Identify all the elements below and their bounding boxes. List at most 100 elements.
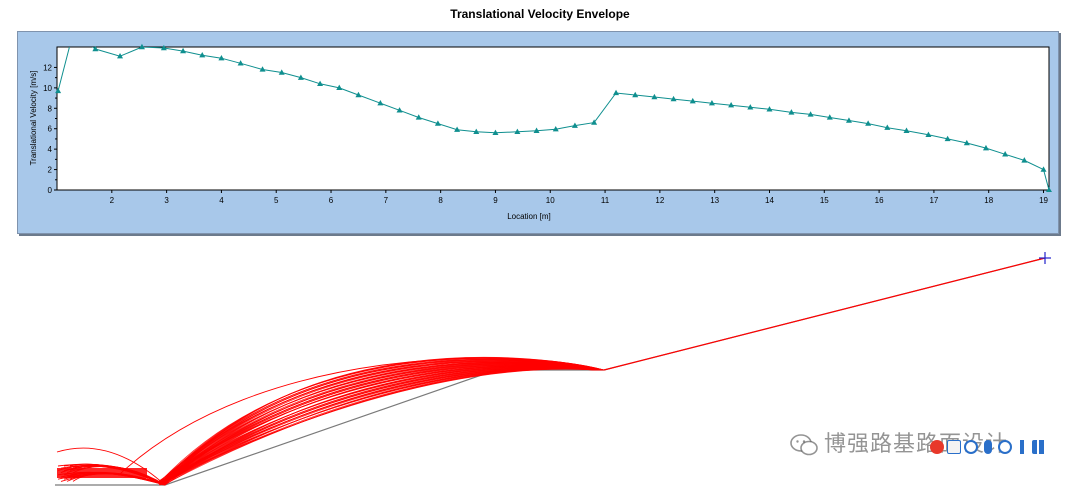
data-point xyxy=(807,111,814,117)
trajectory-path xyxy=(56,447,166,486)
x-tick-label: 4 xyxy=(219,196,224,205)
logo-icon[interactable] xyxy=(930,440,944,454)
y-tick-label: 6 xyxy=(48,125,53,134)
data-point xyxy=(533,127,540,133)
data-point xyxy=(591,119,598,125)
trajectory-path xyxy=(119,357,605,475)
trajectory-path xyxy=(162,363,601,483)
trajectory-path xyxy=(162,366,600,484)
x-axis-label: Location [m] xyxy=(507,212,551,221)
data-point xyxy=(355,91,362,98)
data-point xyxy=(1046,187,1052,192)
help-icon[interactable] xyxy=(964,440,978,454)
data-point xyxy=(514,128,521,134)
data-point xyxy=(434,120,441,126)
y-tick-label: 10 xyxy=(43,84,52,93)
y-tick-label: 4 xyxy=(48,145,53,154)
data-point xyxy=(766,106,773,112)
x-tick-label: 8 xyxy=(438,196,443,205)
data-point xyxy=(708,99,715,106)
x-tick-label: 10 xyxy=(546,196,555,205)
y-axis-label: Translational Velocity [m/s] xyxy=(29,71,38,166)
data-point xyxy=(552,126,559,132)
velocity-chart: 0 2 4 6 8 10 12 2 3 4 5 6 7 8 9 10 11 12 13 14 15 16 17 18 19 L… xyxy=(29,43,1052,221)
data-point xyxy=(925,131,932,138)
x-tick-label: 12 xyxy=(655,196,664,205)
chart-title: Translational Velocity Envelope xyxy=(450,7,630,21)
y-tick-label: 8 xyxy=(48,104,53,113)
trajectory-path xyxy=(164,359,604,484)
data-point xyxy=(944,135,951,142)
data-point xyxy=(278,69,285,75)
data-point xyxy=(199,51,206,58)
ime-toolbar[interactable] xyxy=(930,440,1046,460)
data-point xyxy=(963,139,970,146)
data-point xyxy=(317,80,324,86)
x-tick-label: 3 xyxy=(164,196,169,205)
data-point xyxy=(117,52,124,59)
data-point xyxy=(218,55,225,61)
data-point xyxy=(55,87,62,94)
data-point xyxy=(651,93,658,100)
mic-icon[interactable] xyxy=(984,440,992,454)
x-tick-label: 11 xyxy=(601,196,610,205)
data-point xyxy=(297,74,304,80)
data-point xyxy=(454,126,461,132)
x-tick-label: 16 xyxy=(875,196,884,205)
trajectory-cluster xyxy=(57,468,147,478)
y-tick-label: 0 xyxy=(48,186,53,195)
data-point xyxy=(396,107,403,113)
data-point xyxy=(865,120,872,126)
data-point xyxy=(670,95,677,102)
data-point xyxy=(689,97,696,104)
data-point xyxy=(237,60,244,66)
data-point xyxy=(903,127,910,133)
grid-icon[interactable] xyxy=(1032,440,1046,454)
rockfall-trajectory-view xyxy=(55,252,1051,486)
y-axis: 0 2 4 6 8 10 12 xyxy=(43,63,57,195)
x-tick-label: 9 xyxy=(493,196,498,205)
x-tick-label: 7 xyxy=(384,196,389,205)
up-arrow-icon[interactable] xyxy=(1015,440,1029,454)
trajectory-path xyxy=(603,257,1046,371)
x-tick-label: 14 xyxy=(765,196,774,205)
trajectory-path xyxy=(161,368,597,482)
data-point xyxy=(982,144,989,151)
x-tick-label: 2 xyxy=(110,196,115,205)
data-point xyxy=(259,66,266,72)
data-point xyxy=(92,45,99,52)
trajectory-path xyxy=(158,366,599,485)
data-point xyxy=(1021,157,1028,163)
data-point xyxy=(1002,151,1009,157)
data-point xyxy=(138,43,145,50)
data-point xyxy=(473,128,480,134)
x-tick-label: 5 xyxy=(274,196,279,205)
data-point xyxy=(492,129,499,135)
x-axis: 2 3 4 5 6 7 8 9 10 11 12 13 14 15 16 17 18 19 xyxy=(110,190,1049,205)
data-point xyxy=(632,91,639,98)
x-tick-label: 15 xyxy=(820,196,829,205)
chart-frame: 0 2 4 6 8 10 12 2 3 4 5 6 7 8 9 10 11 12 13 14 15 16 17 18 19 L… xyxy=(17,31,1059,234)
x-tick-label: 18 xyxy=(984,196,993,205)
series-layer xyxy=(55,43,1052,192)
data-point xyxy=(571,122,578,128)
y-tick-label: 12 xyxy=(43,63,52,72)
data-point xyxy=(884,124,891,130)
emoji-icon[interactable] xyxy=(998,440,1012,454)
x-tick-label: 13 xyxy=(710,196,719,205)
x-tick-label: 6 xyxy=(329,196,334,205)
data-point xyxy=(336,84,343,91)
x-tick-label: 19 xyxy=(1039,196,1048,205)
data-point xyxy=(728,102,735,108)
y-tick-label: 2 xyxy=(48,166,53,175)
trajectory-path xyxy=(161,366,599,483)
data-point xyxy=(180,47,187,54)
data-point xyxy=(1040,166,1047,172)
data-point xyxy=(160,44,167,51)
plot-area xyxy=(56,46,1050,191)
data-point xyxy=(788,109,795,115)
data-point xyxy=(377,99,384,106)
save-icon[interactable] xyxy=(947,440,961,454)
wechat-icon xyxy=(790,434,818,456)
series-line-tail xyxy=(1043,169,1050,191)
